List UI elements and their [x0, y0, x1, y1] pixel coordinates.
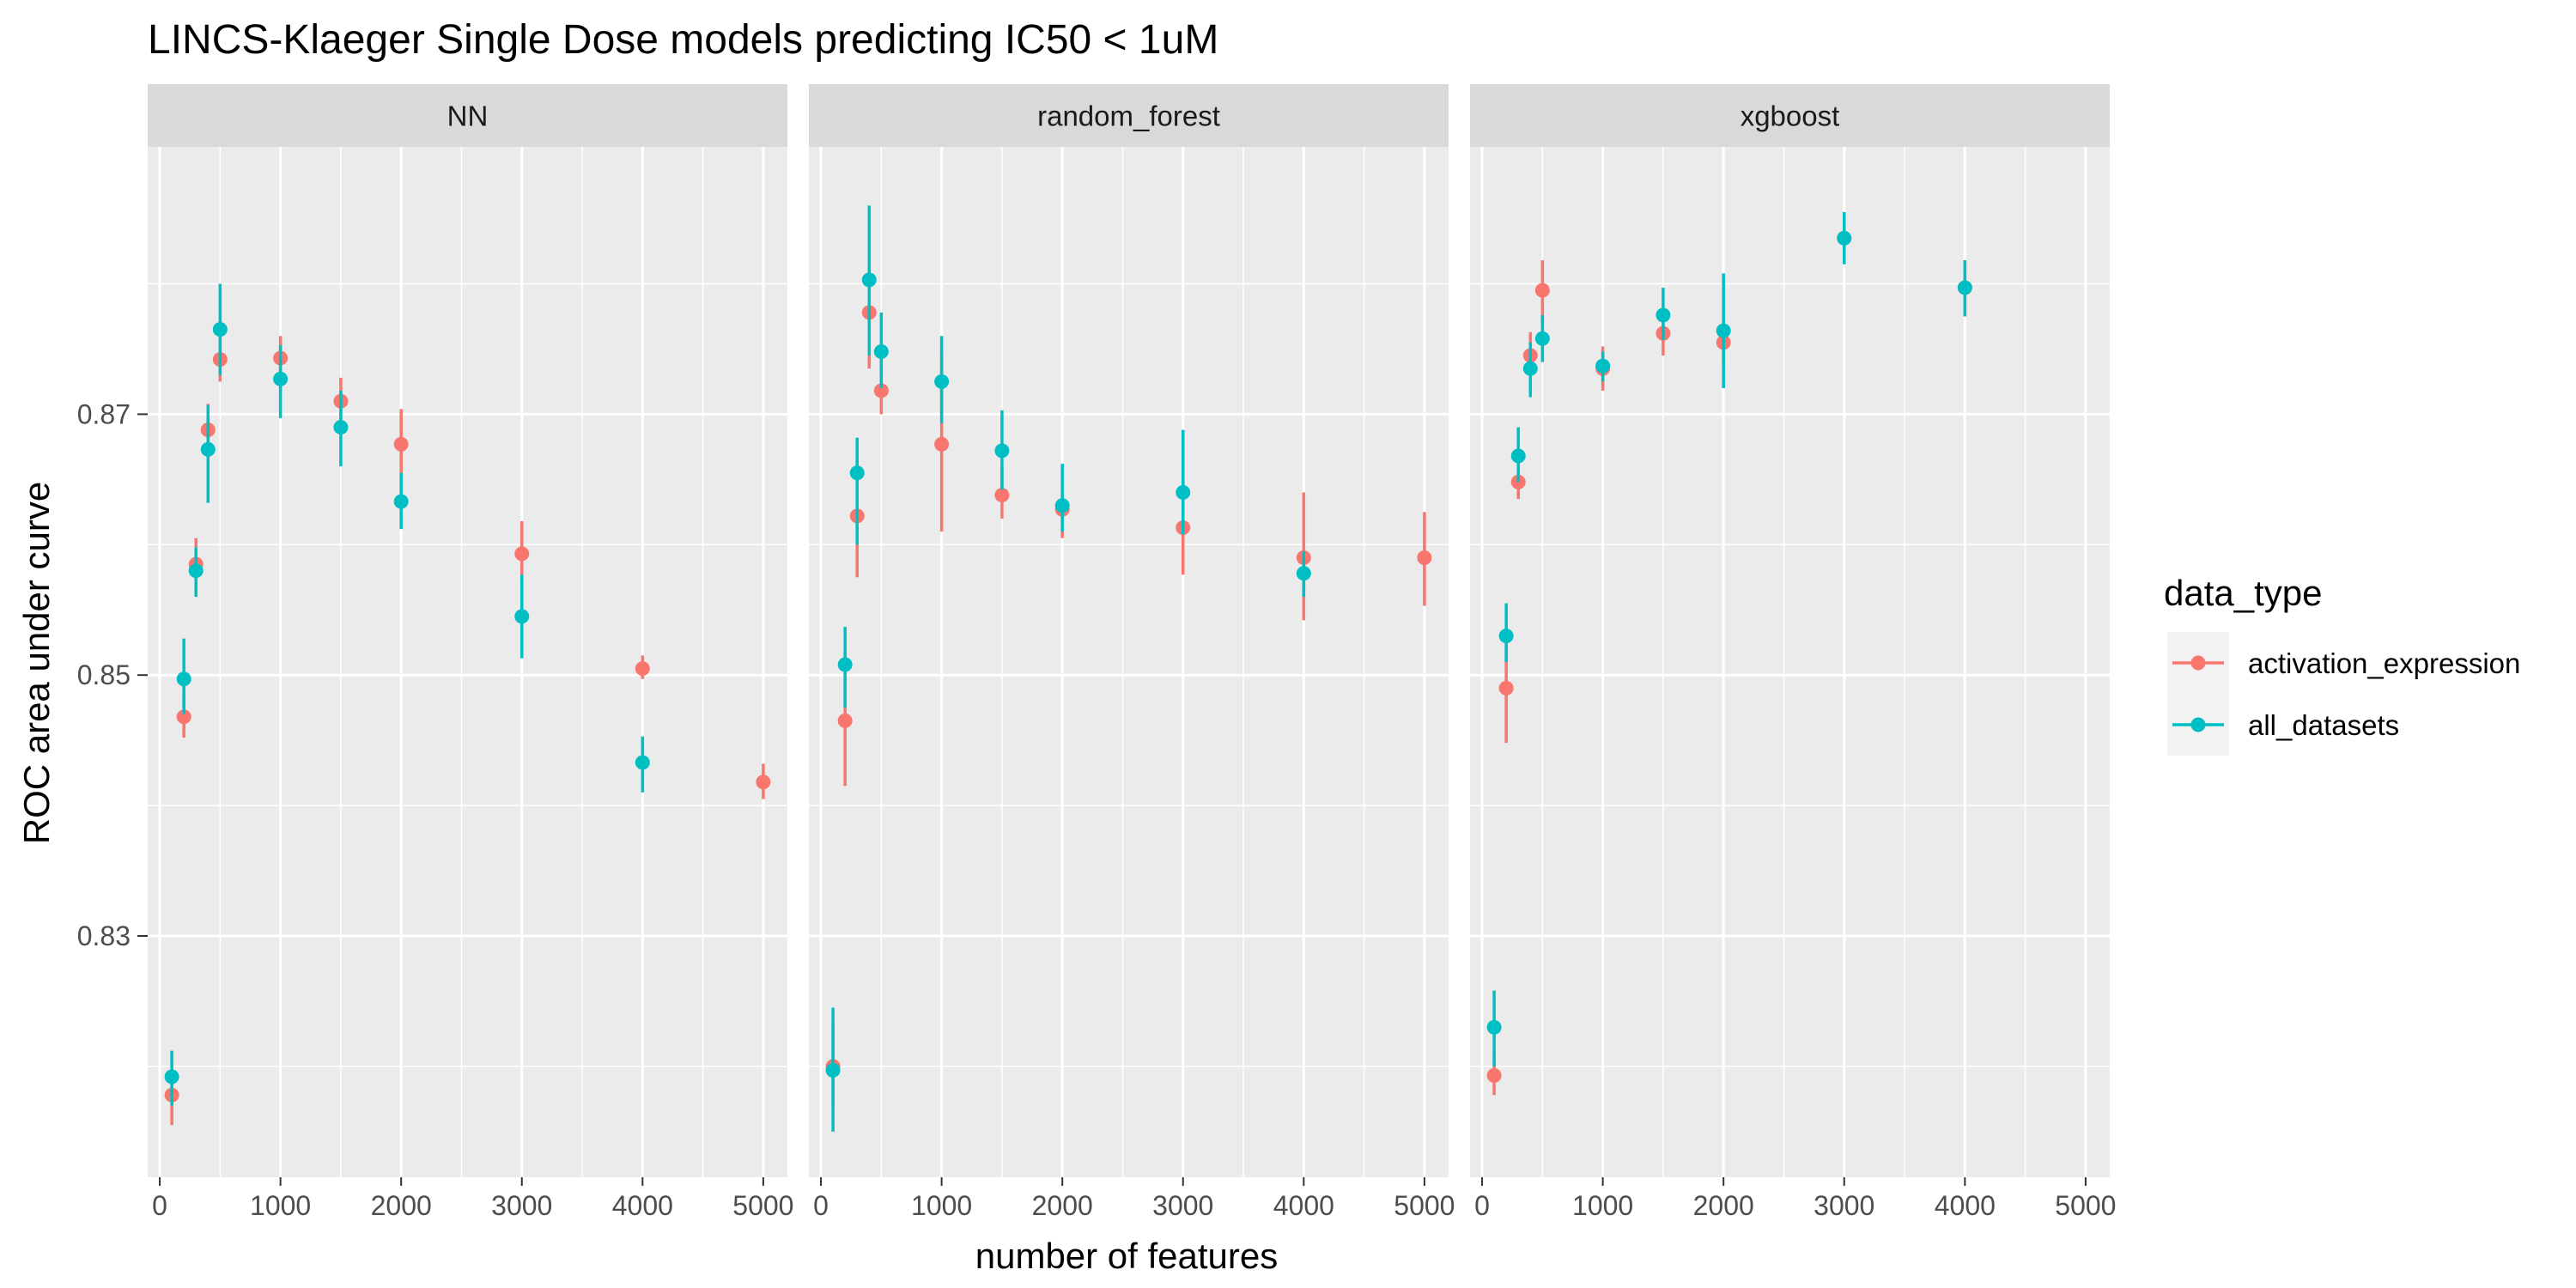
- data-point: [1176, 485, 1191, 501]
- data-point: [1498, 680, 1514, 696]
- panel-background: [809, 147, 1449, 1177]
- x-tick-label: 0: [1474, 1190, 1490, 1221]
- legend-entry: activation_expression: [2167, 632, 2520, 694]
- data-point: [1837, 230, 1852, 246]
- data-point: [1534, 283, 1550, 298]
- facet-strip: [148, 84, 787, 147]
- data-point: [176, 709, 191, 725]
- x-tick-label: 5000: [732, 1190, 793, 1221]
- data-point: [873, 343, 889, 359]
- facet-strip-label: NN: [447, 100, 489, 132]
- series-all_datasets: [825, 205, 1311, 1132]
- data-point: [1595, 358, 1611, 374]
- data-point: [1534, 331, 1550, 346]
- y-tick-label: 0.85: [77, 659, 131, 690]
- data-point: [837, 713, 853, 728]
- facet-strip-label: xgboost: [1741, 100, 1840, 132]
- data-point: [1498, 629, 1514, 644]
- data-point: [994, 488, 1010, 503]
- legend: data_type activation_expression all_datas…: [2164, 573, 2520, 756]
- facet-panel-xgboost: xgboost 0 1000 2000 3000 4000 5000: [1470, 84, 2116, 1221]
- x-tick-label: 5000: [2055, 1190, 2116, 1221]
- x-tick-label: 4000: [1273, 1190, 1334, 1221]
- legend-label: activation_expression: [2248, 647, 2520, 679]
- data-point: [756, 775, 771, 790]
- facet-panel-NN: NN 0 1000 2000 3000 4000 5000: [148, 84, 793, 1221]
- data-point: [635, 661, 650, 677]
- data-point: [514, 609, 530, 624]
- legend-title: data_type: [2164, 573, 2323, 613]
- data-point: [873, 383, 889, 398]
- facet-strip: [809, 84, 1449, 147]
- data-point: [1510, 448, 1526, 464]
- x-tick-label: 3000: [1152, 1190, 1213, 1221]
- y-tick-label: 0.83: [77, 920, 131, 951]
- facet-strip-label: random_forest: [1037, 100, 1220, 132]
- panel-background: [1470, 147, 2110, 1177]
- data-point: [635, 755, 650, 770]
- chart-title: LINCS-Klaeger Single Dose models predict…: [148, 17, 1218, 63]
- data-point: [1716, 323, 1731, 338]
- data-point: [333, 420, 349, 435]
- facet-strip: [1470, 84, 2110, 147]
- x-tick-label: 0: [152, 1190, 167, 1221]
- data-point: [861, 272, 877, 288]
- data-point: [393, 436, 409, 452]
- legend-label: all_datasets: [2248, 709, 2399, 741]
- x-tick-label: 3000: [491, 1190, 552, 1221]
- data-point: [1957, 280, 1972, 295]
- data-point: [1656, 307, 1671, 323]
- x-tick-label: 0: [813, 1190, 829, 1221]
- y-tick-label: 0.87: [77, 398, 131, 429]
- data-point: [849, 465, 865, 481]
- data-point: [164, 1069, 179, 1084]
- data-point: [514, 546, 530, 562]
- y-axis-title: ROC area under curve: [16, 482, 57, 845]
- data-point: [393, 494, 409, 509]
- data-point: [1486, 1068, 1502, 1084]
- data-point: [934, 374, 950, 389]
- legend-key-point: [2190, 717, 2206, 732]
- x-tick-label: 3000: [1814, 1190, 1874, 1221]
- x-tick-label: 1000: [250, 1190, 311, 1221]
- data-point: [1522, 361, 1538, 376]
- data-point: [994, 443, 1010, 459]
- legend-key-point: [2190, 655, 2206, 671]
- data-point: [188, 563, 204, 579]
- data-point: [1296, 566, 1311, 581]
- data-point: [1486, 1019, 1502, 1035]
- series-all_datasets: [1486, 211, 1972, 1066]
- x-tick-label: 1000: [911, 1190, 972, 1221]
- data-point: [934, 436, 950, 452]
- data-point: [212, 322, 228, 337]
- x-tick-label: 5000: [1394, 1190, 1455, 1221]
- x-axis-title: number of features: [975, 1236, 1279, 1276]
- facet-panel-random_forest: random_forest 0 1000 2000 3000 4000 5000: [809, 84, 1455, 1221]
- data-point: [1417, 550, 1432, 565]
- panel-background: [148, 147, 787, 1177]
- data-point: [837, 657, 853, 672]
- data-point: [176, 671, 191, 687]
- x-tick-label: 2000: [1032, 1190, 1093, 1221]
- series-all_datasets: [164, 283, 650, 1106]
- y-axis: 0.83 0.85 0.87: [77, 398, 148, 951]
- legend-entry: all_datasets: [2167, 694, 2399, 756]
- data-point: [200, 441, 216, 457]
- x-tick-label: 2000: [1693, 1190, 1754, 1221]
- data-point: [825, 1062, 841, 1078]
- data-point: [1054, 498, 1070, 513]
- x-tick-label: 2000: [371, 1190, 432, 1221]
- data-point: [273, 371, 289, 386]
- x-tick-label: 4000: [612, 1190, 673, 1221]
- x-tick-label: 4000: [1935, 1190, 1996, 1221]
- x-tick-label: 1000: [1572, 1190, 1633, 1221]
